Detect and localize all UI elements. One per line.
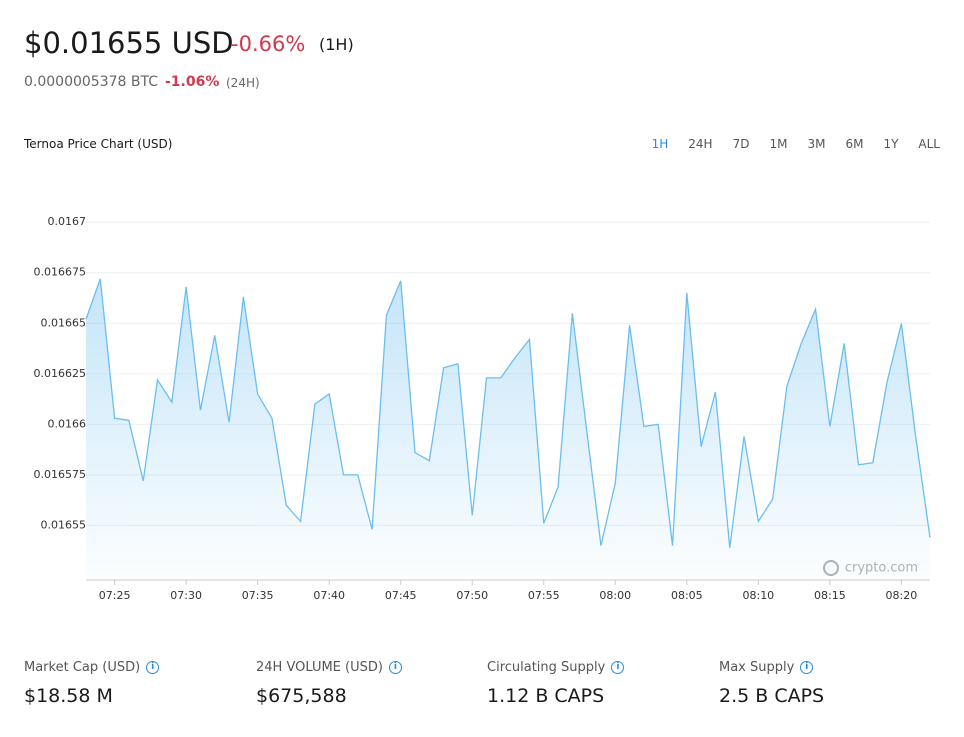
range-selector: 1H 24H 7D 1M 3M 6M 1Y ALL <box>652 137 940 151</box>
stat-label: Market Cap (USD) <box>24 660 141 675</box>
range-button[interactable]: 7D <box>732 137 750 151</box>
btc-change: -1.06% <box>165 74 220 90</box>
stat-label-row: Circulating Supply i <box>487 660 625 675</box>
x-tick-label: 08:10 <box>742 589 774 602</box>
stat: Market Cap (USD) i $18.58 M <box>24 660 160 707</box>
x-tick-label: 08:15 <box>814 589 846 602</box>
price: $0.01655 USD <box>24 26 234 60</box>
chart: 0.01655 0.016575 0.0166 0.016625 0.01665 0.01… <box>34 215 931 602</box>
range-button[interactable]: 1M <box>769 137 788 151</box>
range-button[interactable]: ALL <box>918 137 940 151</box>
y-tick-label: 0.0166 <box>48 417 87 430</box>
price-change: -0.66% <box>231 32 306 56</box>
x-tick-label: 08:00 <box>599 589 631 602</box>
info-icon[interactable]: i <box>146 661 160 674</box>
chart-title: Ternoa Price Chart (USD) <box>24 137 173 151</box>
stat-label: 24H VOLUME (USD) <box>256 660 383 675</box>
range-button[interactable]: 6M <box>845 137 864 151</box>
stat-label: Max Supply <box>719 660 795 675</box>
x-tick-label: 08:20 <box>886 589 918 602</box>
change-period: (1H) <box>319 35 354 54</box>
stat: Circulating Supply i 1.12 B CAPS <box>487 660 625 707</box>
x-tick-label: 07:50 <box>456 589 488 602</box>
stat-value: 2.5 B CAPS <box>719 685 825 707</box>
stat-label: Circulating Supply <box>487 660 606 675</box>
x-tick-label: 07:35 <box>242 589 274 602</box>
y-tick-label: 0.016675 <box>34 266 87 279</box>
info-icon[interactable]: i <box>611 661 625 674</box>
range-button[interactable]: 3M <box>807 137 826 151</box>
stat-label-row: Max Supply i <box>719 660 824 675</box>
price-line <box>85 278 931 548</box>
x-tick-label: 07:30 <box>170 589 202 602</box>
range-button[interactable]: 1H <box>651 137 669 151</box>
btc-price: 0.0000005378 BTC <box>24 74 158 90</box>
range-button[interactable]: 1Y <box>883 137 899 151</box>
y-tick-label: 0.016575 <box>34 468 87 481</box>
x-tick-label: 07:40 <box>313 589 345 602</box>
range-button[interactable]: 24H <box>688 137 713 151</box>
y-tick-label: 0.01665 <box>41 316 87 329</box>
info-icon[interactable]: i <box>800 661 814 674</box>
stat-label-row: 24H VOLUME (USD) i <box>256 660 402 675</box>
stat: Max Supply i 2.5 B CAPS <box>719 660 824 707</box>
stat-value: $675,588 <box>256 685 347 707</box>
stat-value: 1.12 B CAPS <box>487 685 605 707</box>
x-tick-label: 08:05 <box>671 589 703 602</box>
y-tick-label: 0.01655 <box>41 518 87 531</box>
x-tick-label: 07:25 <box>99 589 131 602</box>
area-fill <box>86 278 930 580</box>
stat-label-row: Market Cap (USD) i <box>24 660 160 675</box>
y-tick-label: 0.016625 <box>34 367 87 380</box>
stat-value: $18.58 M <box>24 685 113 707</box>
stat: 24H VOLUME (USD) i $675,588 <box>256 660 402 707</box>
y-tick-label: 0.0167 <box>48 215 87 228</box>
info-icon[interactable]: i <box>388 661 402 674</box>
x-tick-label: 07:55 <box>528 589 560 602</box>
x-tick-label: 07:45 <box>385 589 417 602</box>
btc-period: (24H) <box>226 76 260 90</box>
